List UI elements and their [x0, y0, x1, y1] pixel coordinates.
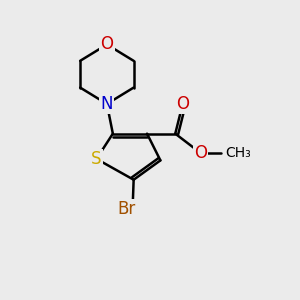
Text: N: N [101, 95, 113, 113]
Text: O: O [194, 144, 207, 162]
Text: Br: Br [117, 200, 135, 218]
Text: O: O [100, 35, 113, 53]
Text: S: S [91, 150, 102, 168]
Text: CH₃: CH₃ [225, 146, 251, 160]
Text: O: O [176, 95, 189, 113]
